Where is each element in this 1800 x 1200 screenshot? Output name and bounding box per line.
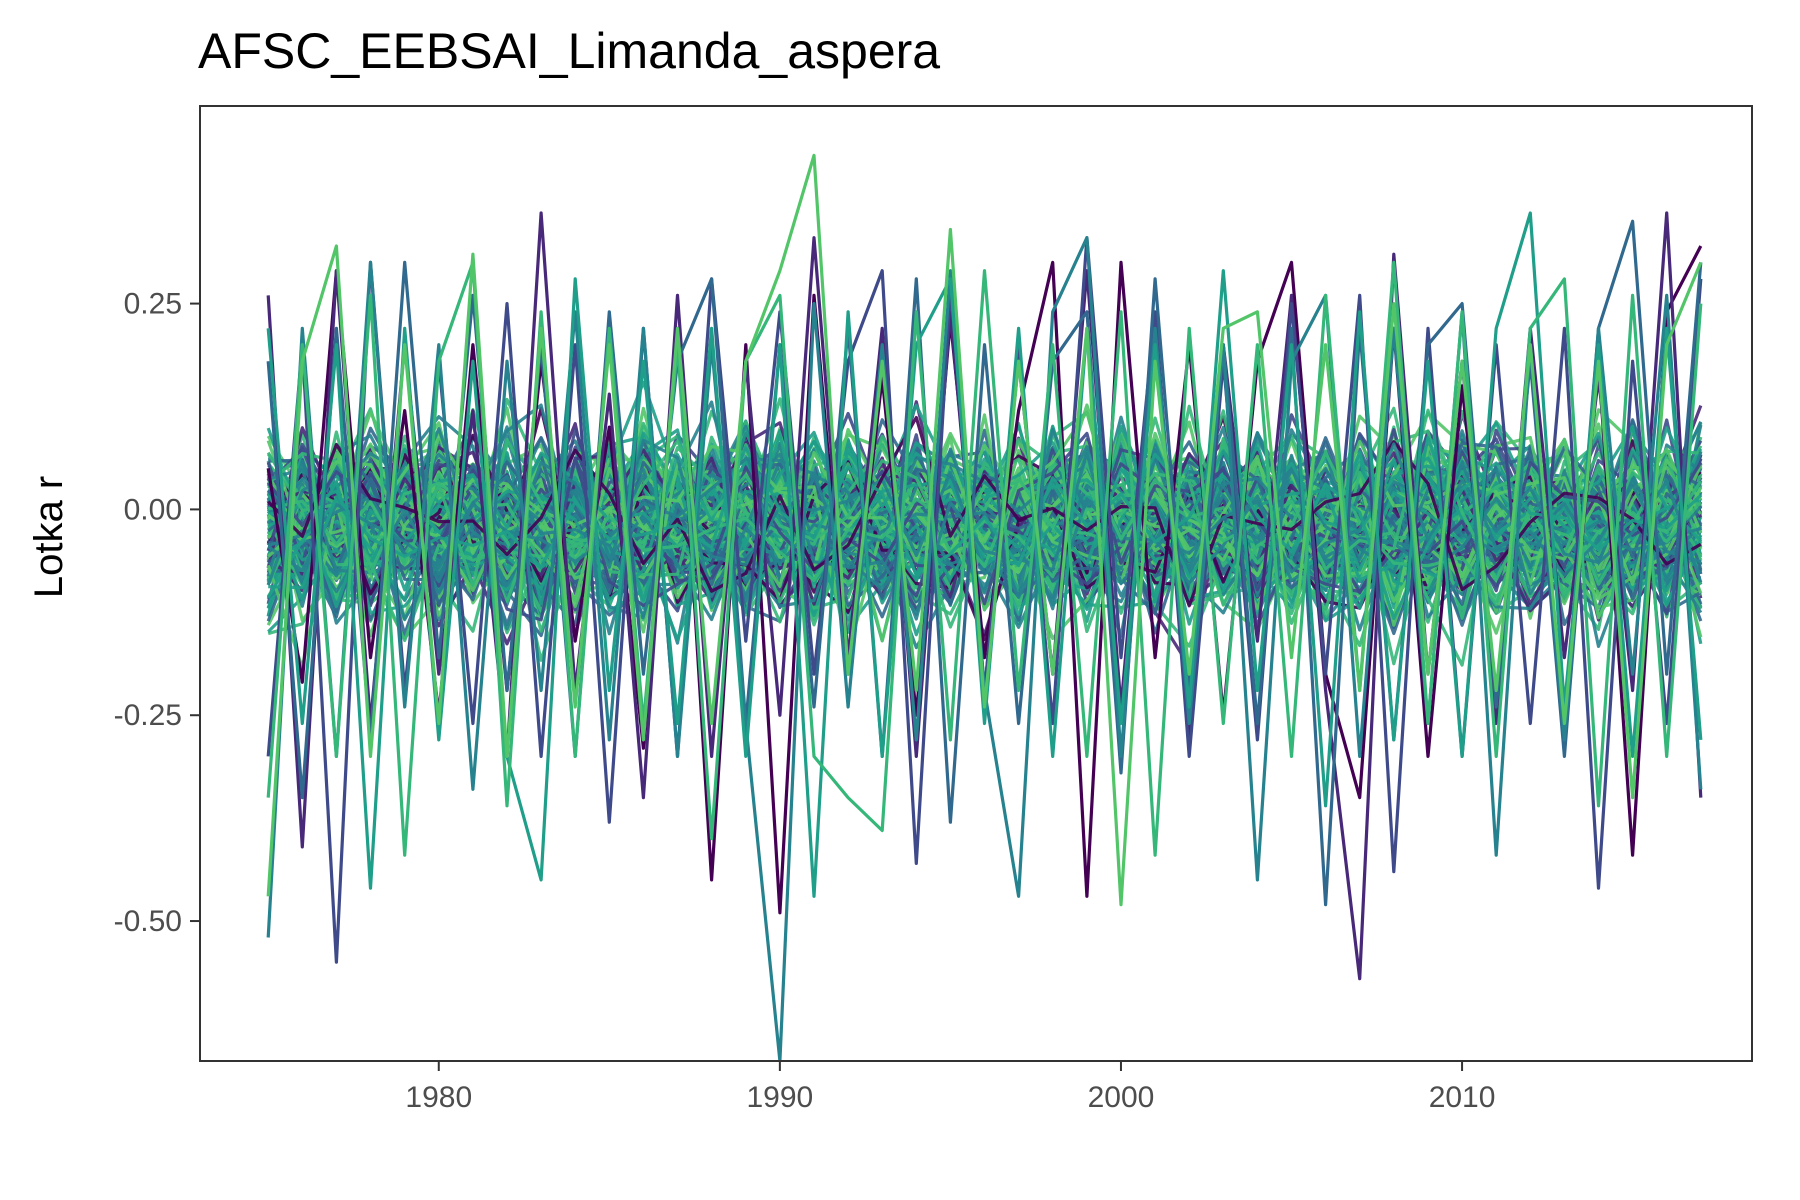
series-layer — [266, 153, 1703, 1061]
x-tick-label: 1990 — [746, 1081, 813, 1114]
ensemble-line — [266, 431, 1703, 622]
ensemble-line — [267, 427, 1702, 598]
x-tick-label: 2000 — [1088, 1081, 1155, 1114]
ensemble-line — [267, 461, 1702, 618]
x-axis: 1980 1990 2000 2010 — [405, 1061, 1495, 1114]
series-line-7 — [266, 260, 1703, 857]
x-tick-label: 1980 — [405, 1081, 472, 1114]
ensemble-line — [266, 427, 1702, 637]
y-tick-label: 0.25 — [124, 288, 182, 321]
y-tick-label: 0.00 — [124, 493, 182, 526]
y-tick-label: -0.50 — [114, 905, 182, 938]
series-line-8 — [266, 153, 1703, 907]
ensemble-line — [267, 415, 1702, 608]
series-line-4 — [266, 219, 1703, 907]
ensemble-line — [268, 430, 1702, 621]
chart-title: AFSC_EEBSAI_Limanda_aspera — [198, 23, 940, 79]
ensemble-line — [267, 408, 1703, 587]
ensemble-line — [267, 431, 1703, 610]
ensemble-line — [266, 439, 1703, 607]
y-tick-label: -0.25 — [114, 699, 182, 732]
ensemble-line — [266, 443, 1702, 622]
ensemble-line — [266, 424, 1703, 605]
y-axis-label: Lotka r — [27, 476, 71, 598]
x-tick-label: 2010 — [1429, 1081, 1496, 1114]
plot-panel-border — [199, 105, 1753, 1062]
ensemble-line — [266, 451, 1703, 606]
noise-band-layer — [266, 380, 1703, 670]
y-axis: 0.25 0.00 -0.25 -0.50 — [114, 288, 200, 938]
